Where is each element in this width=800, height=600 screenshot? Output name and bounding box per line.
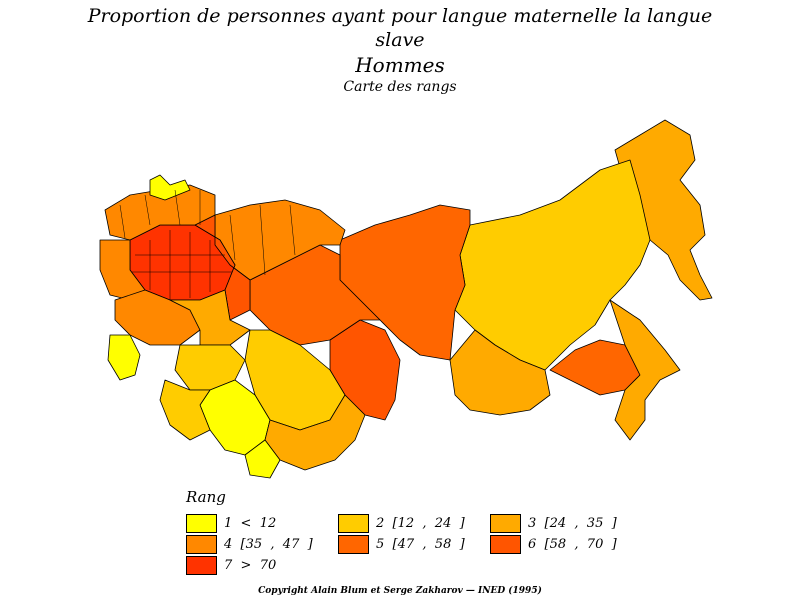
legend-label: 4 [35 , 47 ] [224,537,313,552]
region-east-siberia [454,159,651,371]
legend-label: 3 [24 , 35 ] [528,516,617,531]
region-kola [149,174,191,201]
region-volga [194,214,251,321]
copyright-notice: Copyright Alain Blum et Serge Zakharov —… [258,586,542,596]
legend-label: 1 < 12 [224,516,277,531]
region-south-russia [169,289,251,346]
legend-swatch [490,535,521,554]
legend-swatch [338,535,369,554]
legend-swatch [186,556,217,575]
legend-label: 2 [12 , 24 ] [376,516,465,531]
legend-label: 6 [58 , 70 ] [528,537,617,552]
legend-label: 7 > 70 [224,558,277,573]
map-title-line-1: Proportion de personnes ayant pour langu… [87,5,713,27]
region-kyrgyz [244,439,281,479]
region-ukraine [114,289,201,346]
legend-swatch [186,535,217,554]
legend-title: Rang [186,488,226,506]
region-kazakhstan-east [264,394,366,471]
region-turkmenistan [159,379,211,441]
region-primorye [609,299,681,441]
map-subtitle: Hommes [355,53,445,77]
region-caucasus [107,334,141,381]
legend-swatch [186,514,217,533]
region-baikal [449,329,551,416]
map-caption: Carte des rangs [343,79,457,95]
map-title-line-2: slave [375,29,425,51]
legend-label: 5 [47 , 58 ] [376,537,465,552]
legend-swatch [338,514,369,533]
legend-swatch [490,514,521,533]
